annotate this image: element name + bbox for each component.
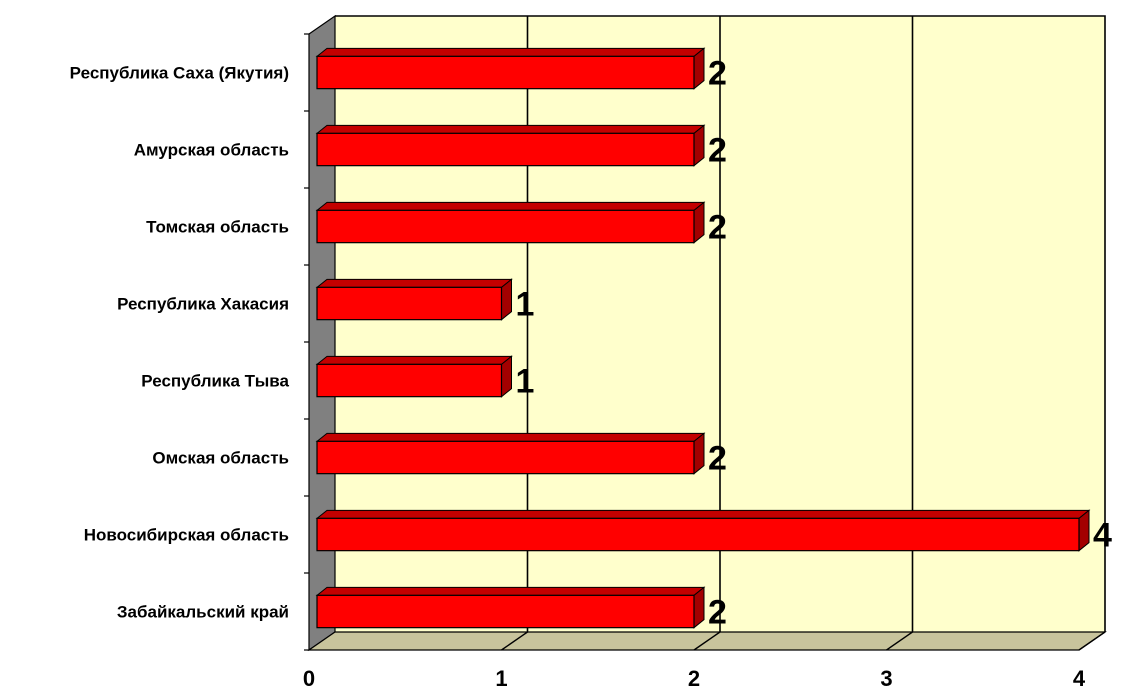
bar <box>315 432 706 475</box>
x-tick-label: 4 <box>1073 666 1086 688</box>
bar-top-face <box>315 586 706 596</box>
bar-front-face <box>316 286 503 321</box>
bar-front-face <box>316 594 695 629</box>
bar-front-face <box>316 55 695 90</box>
bar-front-face <box>316 440 695 475</box>
category-label: Новосибирская область <box>84 526 289 545</box>
bar <box>315 509 1091 552</box>
bar-top-face <box>315 278 513 288</box>
bar <box>315 355 513 398</box>
gridline-floor <box>1078 631 1106 651</box>
x-tick-label: 3 <box>880 666 892 688</box>
category-label: Республика Саха (Якутия) <box>70 64 289 83</box>
bar-top-face <box>315 201 706 211</box>
plot-side-wall <box>308 14 336 652</box>
x-tick-label: 0 <box>303 666 315 688</box>
bar <box>315 47 706 90</box>
bar <box>315 201 706 244</box>
bar-top-face <box>315 124 706 134</box>
gridline-floor <box>693 631 721 651</box>
data-label: 2 <box>708 132 727 170</box>
category-label: Забайкальский край <box>117 603 289 622</box>
bar-top-face <box>315 509 1091 519</box>
plot-outline <box>335 15 1106 632</box>
x-tick-label: 2 <box>688 666 700 688</box>
x-tick-label: 1 <box>495 666 507 688</box>
bar-top-face <box>315 432 706 442</box>
chart-walls <box>307 14 1107 652</box>
category-label: Республика Тыва <box>141 372 289 391</box>
category-label: Омская область <box>152 449 289 468</box>
bar-top-face <box>315 47 706 57</box>
bar-front-face <box>316 132 695 167</box>
data-label: 1 <box>516 286 535 324</box>
category-label: Республика Хакасия <box>117 295 289 314</box>
bar-front-face <box>316 209 695 244</box>
data-label: 2 <box>708 594 727 632</box>
bar-front-face <box>316 517 1080 552</box>
gridline-floor <box>886 631 913 651</box>
bar-front-face <box>316 363 503 398</box>
bar <box>315 586 706 629</box>
chart-bars <box>315 47 1091 629</box>
bar <box>315 124 706 167</box>
gridline-floor <box>501 631 528 651</box>
x-axis-ticks <box>304 33 309 651</box>
data-label: 4 <box>1093 517 1112 555</box>
bar-top-face <box>315 355 513 365</box>
data-label: 2 <box>708 55 727 93</box>
data-label: 2 <box>708 209 727 247</box>
chart-labels: 2 Республика Саха (Якутия) 2 Амурская облас… <box>70 55 1112 688</box>
bar <box>315 278 513 321</box>
category-label: Томская область <box>146 218 289 237</box>
data-label: 1 <box>516 363 535 401</box>
category-label: Амурская область <box>134 141 289 160</box>
data-label: 2 <box>708 440 727 478</box>
